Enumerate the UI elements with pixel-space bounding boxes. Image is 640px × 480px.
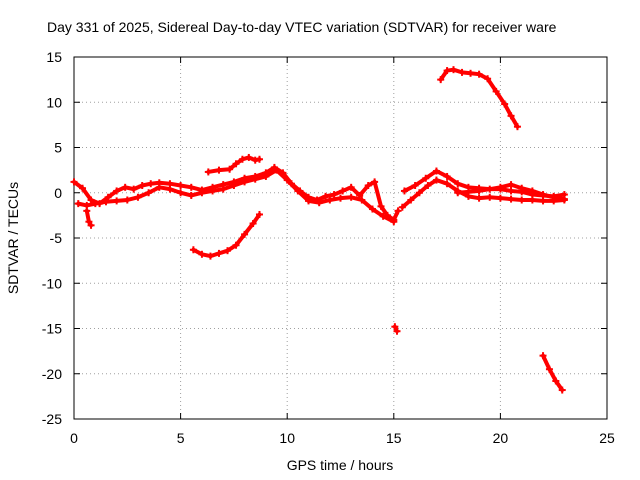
data-trace xyxy=(485,76,499,94)
y-tick-label: -25 xyxy=(42,411,62,427)
data-trace xyxy=(357,183,371,198)
data-trace xyxy=(455,188,482,195)
data-trace xyxy=(547,367,558,383)
y-tick-label: -20 xyxy=(42,366,62,382)
data-trace xyxy=(553,378,565,393)
data-trace xyxy=(372,179,384,209)
data-trace xyxy=(413,176,428,188)
plot-frame xyxy=(73,56,608,420)
y-tick-label: 10 xyxy=(46,94,62,110)
y-tick-label: 5 xyxy=(54,140,62,156)
y-axis-label: SDTVAR / TECUs xyxy=(5,182,21,294)
y-tick-label: -15 xyxy=(42,321,62,337)
x-tick-label: 0 xyxy=(70,430,78,446)
x-axis-label: GPS time / hours xyxy=(287,457,394,473)
data-trace xyxy=(359,197,375,212)
chart-title: Day 331 of 2025, Sidereal Day-to-day VTE… xyxy=(47,19,557,35)
x-tick-label: 20 xyxy=(493,430,509,446)
series-track-main-upper xyxy=(70,163,402,224)
data-trace xyxy=(80,186,94,202)
series-track-dip xyxy=(83,207,95,229)
data-marks xyxy=(70,66,568,394)
grid xyxy=(74,57,607,419)
x-tick-label: 25 xyxy=(599,430,615,446)
data-trace xyxy=(445,181,460,193)
data-trace xyxy=(234,232,247,248)
data-trace xyxy=(423,169,439,181)
data-trace xyxy=(242,221,256,237)
data-trace xyxy=(285,178,300,193)
data-trace xyxy=(295,188,311,203)
x-tick-label: 5 xyxy=(177,430,185,446)
series-track-low xyxy=(539,352,566,394)
series-track-main-lower xyxy=(74,166,398,226)
data-trace xyxy=(251,212,262,226)
data-trace xyxy=(502,102,514,118)
series-track-high xyxy=(437,66,521,131)
data-trace xyxy=(509,113,520,129)
data-trace xyxy=(370,207,386,219)
series-track-afternoon-lower xyxy=(398,176,568,211)
data-trace xyxy=(494,89,507,107)
series-track-5 xyxy=(204,153,263,176)
x-tick-label: 15 xyxy=(386,430,402,446)
x-tick-label: 10 xyxy=(279,430,295,446)
series-track-afternoon-mid xyxy=(454,181,568,203)
y-tick-label: 0 xyxy=(54,185,62,201)
y-tick-label: 15 xyxy=(46,49,62,65)
data-trace xyxy=(477,185,503,193)
series-track-isolated xyxy=(391,323,401,335)
axis-ticks: 0 5 10 15 20 25 -25 -20 -15 -10 -5 0 5 10 15 xyxy=(42,49,615,446)
data-trace xyxy=(541,353,552,372)
data-trace xyxy=(263,168,279,179)
series-track-minus5 xyxy=(189,210,263,260)
data-trace xyxy=(445,174,460,186)
y-tick-label: -5 xyxy=(50,230,63,246)
data-trace xyxy=(274,168,290,183)
y-tick-label: -10 xyxy=(42,275,62,291)
